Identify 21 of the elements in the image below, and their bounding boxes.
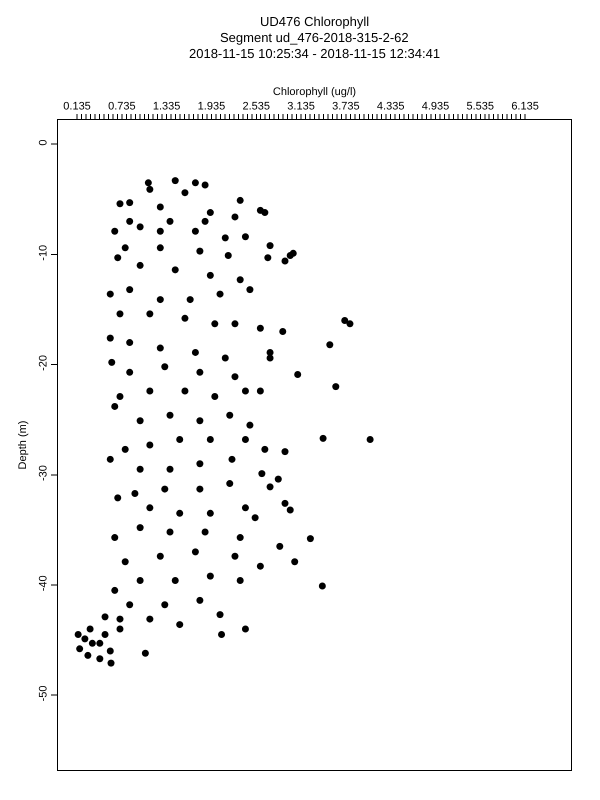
x-tick-label: 6.135 <box>511 100 539 113</box>
x-axis-title: Chlorophyll (ug/l) <box>272 86 356 98</box>
y-tick-label: -30 <box>38 465 50 482</box>
x-tick-label: 0.735 <box>108 100 136 113</box>
x-tick-label: 0.135 <box>63 100 91 113</box>
y-tick-label: 0 <box>38 140 50 146</box>
y-axis-title: Depth (m) <box>17 420 29 470</box>
x-tick-label: 3.735 <box>332 100 360 113</box>
y-tick-label: -20 <box>38 354 50 371</box>
x-tick-label: 1.335 <box>152 100 180 113</box>
y-tick-label: -40 <box>38 575 50 592</box>
chart-subtitle: Segment ud_476-2018-315-2-62 2018-11-15 10:25:34 - 2018-11-15 12:34:41 <box>189 30 440 61</box>
x-tick-label: 3.135 <box>287 100 315 113</box>
x-tick-label: 5.535 <box>466 100 494 113</box>
x-tick-label: 1.935 <box>198 100 226 113</box>
x-tick-label: 2.535 <box>242 100 270 113</box>
chart-title: UD476 Chlorophyll <box>260 14 370 29</box>
y-tick-label: -10 <box>38 244 50 261</box>
y-tick-label: -50 <box>38 685 50 702</box>
x-tick-label: 4.335 <box>376 100 404 113</box>
x-tick-label: 4.935 <box>422 100 450 113</box>
